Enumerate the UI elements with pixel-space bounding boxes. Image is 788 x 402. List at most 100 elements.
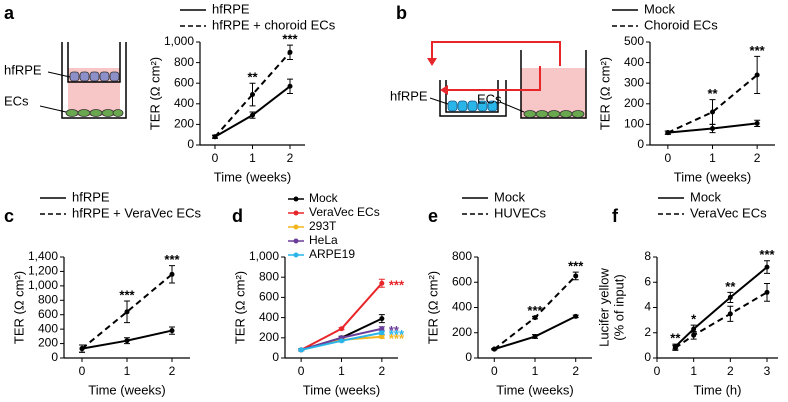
x-tick-label: 2: [287, 151, 294, 165]
y-tick-label: 400: [38, 321, 58, 335]
significance: **: [707, 86, 718, 101]
y-tick-label: 1,000: [249, 249, 279, 263]
panel-letter: d: [232, 206, 243, 226]
data-point: [379, 330, 385, 336]
significance: ***: [750, 43, 766, 58]
well: [439, 80, 507, 117]
data-point: [710, 109, 715, 115]
significance: ***: [389, 327, 405, 342]
data-point: [169, 328, 175, 334]
pointer: [499, 101, 525, 113]
y-tick-label: 0: [465, 350, 472, 364]
data-point: [491, 346, 497, 352]
data-point: [710, 126, 715, 132]
y-tick-label: 400: [259, 310, 279, 324]
pointer: [39, 105, 67, 113]
data-point: [287, 83, 293, 89]
y-tick-label: 800: [452, 249, 472, 263]
y-axis-label: Lucifer yellow: [596, 268, 611, 347]
y-tick-label: 100: [624, 117, 644, 131]
legend-label: Mock: [494, 189, 526, 204]
significance: ***: [282, 32, 298, 47]
y-tick-label: 200: [38, 336, 58, 350]
significance: ***: [568, 259, 584, 274]
y-tick-label: 4: [644, 300, 651, 314]
y-tick-label: 600: [452, 274, 472, 288]
data-point: [379, 316, 385, 322]
y-tick-label: 200: [259, 330, 279, 344]
data-point: [727, 294, 733, 300]
well: [61, 42, 127, 119]
transfer-arrow: [431, 41, 561, 66]
legend-label: HeLa: [309, 233, 338, 247]
data-point: [287, 49, 293, 55]
panel-letter: a: [4, 3, 15, 23]
transfer-arrow: [448, 66, 541, 91]
y-tick-label: 0: [272, 350, 279, 364]
panel-letter: c: [4, 206, 14, 226]
data-point: [79, 346, 85, 352]
data-point: [379, 326, 385, 332]
panel-letter: f: [612, 206, 619, 226]
legend-marker: [293, 238, 299, 244]
x-tick-label: 0: [491, 364, 498, 378]
diagram-label: hfRPE: [4, 62, 42, 77]
x-tick-label: 1: [249, 151, 256, 165]
legend-label: ARPE19: [309, 247, 355, 261]
data-point: [691, 332, 697, 338]
y-tick-label: 8: [644, 249, 651, 263]
x-tick-label: 2: [379, 364, 386, 378]
data-point: [298, 347, 304, 353]
y-tick-label: 0: [187, 137, 194, 151]
panel-letter: e: [428, 206, 438, 226]
y-tick-label: 0: [637, 137, 644, 151]
legend-label: VeraVec ECs: [309, 205, 380, 219]
diagram-label: hfRPE: [390, 88, 428, 103]
medium: [521, 68, 586, 118]
significance: *: [691, 312, 697, 327]
x-axis-label: Time (weeks): [303, 382, 381, 397]
significance: ***: [527, 303, 543, 318]
y-tick-label: 0: [51, 350, 58, 364]
significance: ***: [119, 287, 135, 302]
legend-label: hfRPE + choroid ECs: [212, 17, 336, 32]
y-tick-label: 0: [644, 350, 651, 364]
data-point: [764, 289, 770, 295]
legend-label: 293T: [309, 219, 337, 233]
data-point: [124, 309, 130, 315]
data-point: [379, 280, 385, 286]
data-point: [727, 311, 733, 317]
significance: ***: [759, 247, 775, 262]
y-tick-label: 400: [452, 300, 472, 314]
legend-label: Mock: [309, 191, 339, 205]
pointer: [429, 97, 449, 105]
y-tick-label: 800: [174, 55, 194, 69]
y-tick-label: 300: [624, 75, 644, 89]
y-tick-label: 400: [624, 55, 644, 69]
data-point: [250, 112, 255, 118]
x-tick-label: 2: [727, 364, 734, 378]
x-axis-label: Time (weeks): [674, 169, 752, 184]
arrow-head: [440, 85, 448, 95]
legend-label: hfRPE + VeraVec ECs: [72, 205, 201, 220]
x-tick-label: 3: [764, 364, 771, 378]
y-tick-label: 800: [38, 292, 58, 306]
significance: ***: [164, 252, 180, 267]
data-point: [764, 264, 770, 270]
legend-label: Choroid ECs: [644, 17, 718, 32]
data-point: [573, 313, 579, 319]
data-point: [379, 334, 385, 340]
y-axis-label: TER (Ω cm²): [597, 57, 612, 130]
ec-cells: [523, 110, 585, 118]
significance: **: [725, 279, 736, 294]
diagram-a: hfRPE ECs: [4, 42, 127, 119]
y-tick-label: 200: [174, 117, 194, 131]
series-line: [674, 266, 768, 348]
data-point: [665, 130, 671, 136]
legend-label: hfRPE: [212, 1, 250, 16]
y-tick-label: 600: [259, 290, 279, 304]
rpe-cells: [69, 71, 120, 82]
y-axis-label: TER (Ω cm²): [147, 57, 162, 130]
diagram-label: ECs: [477, 91, 502, 106]
x-tick-label: 1: [709, 151, 716, 165]
